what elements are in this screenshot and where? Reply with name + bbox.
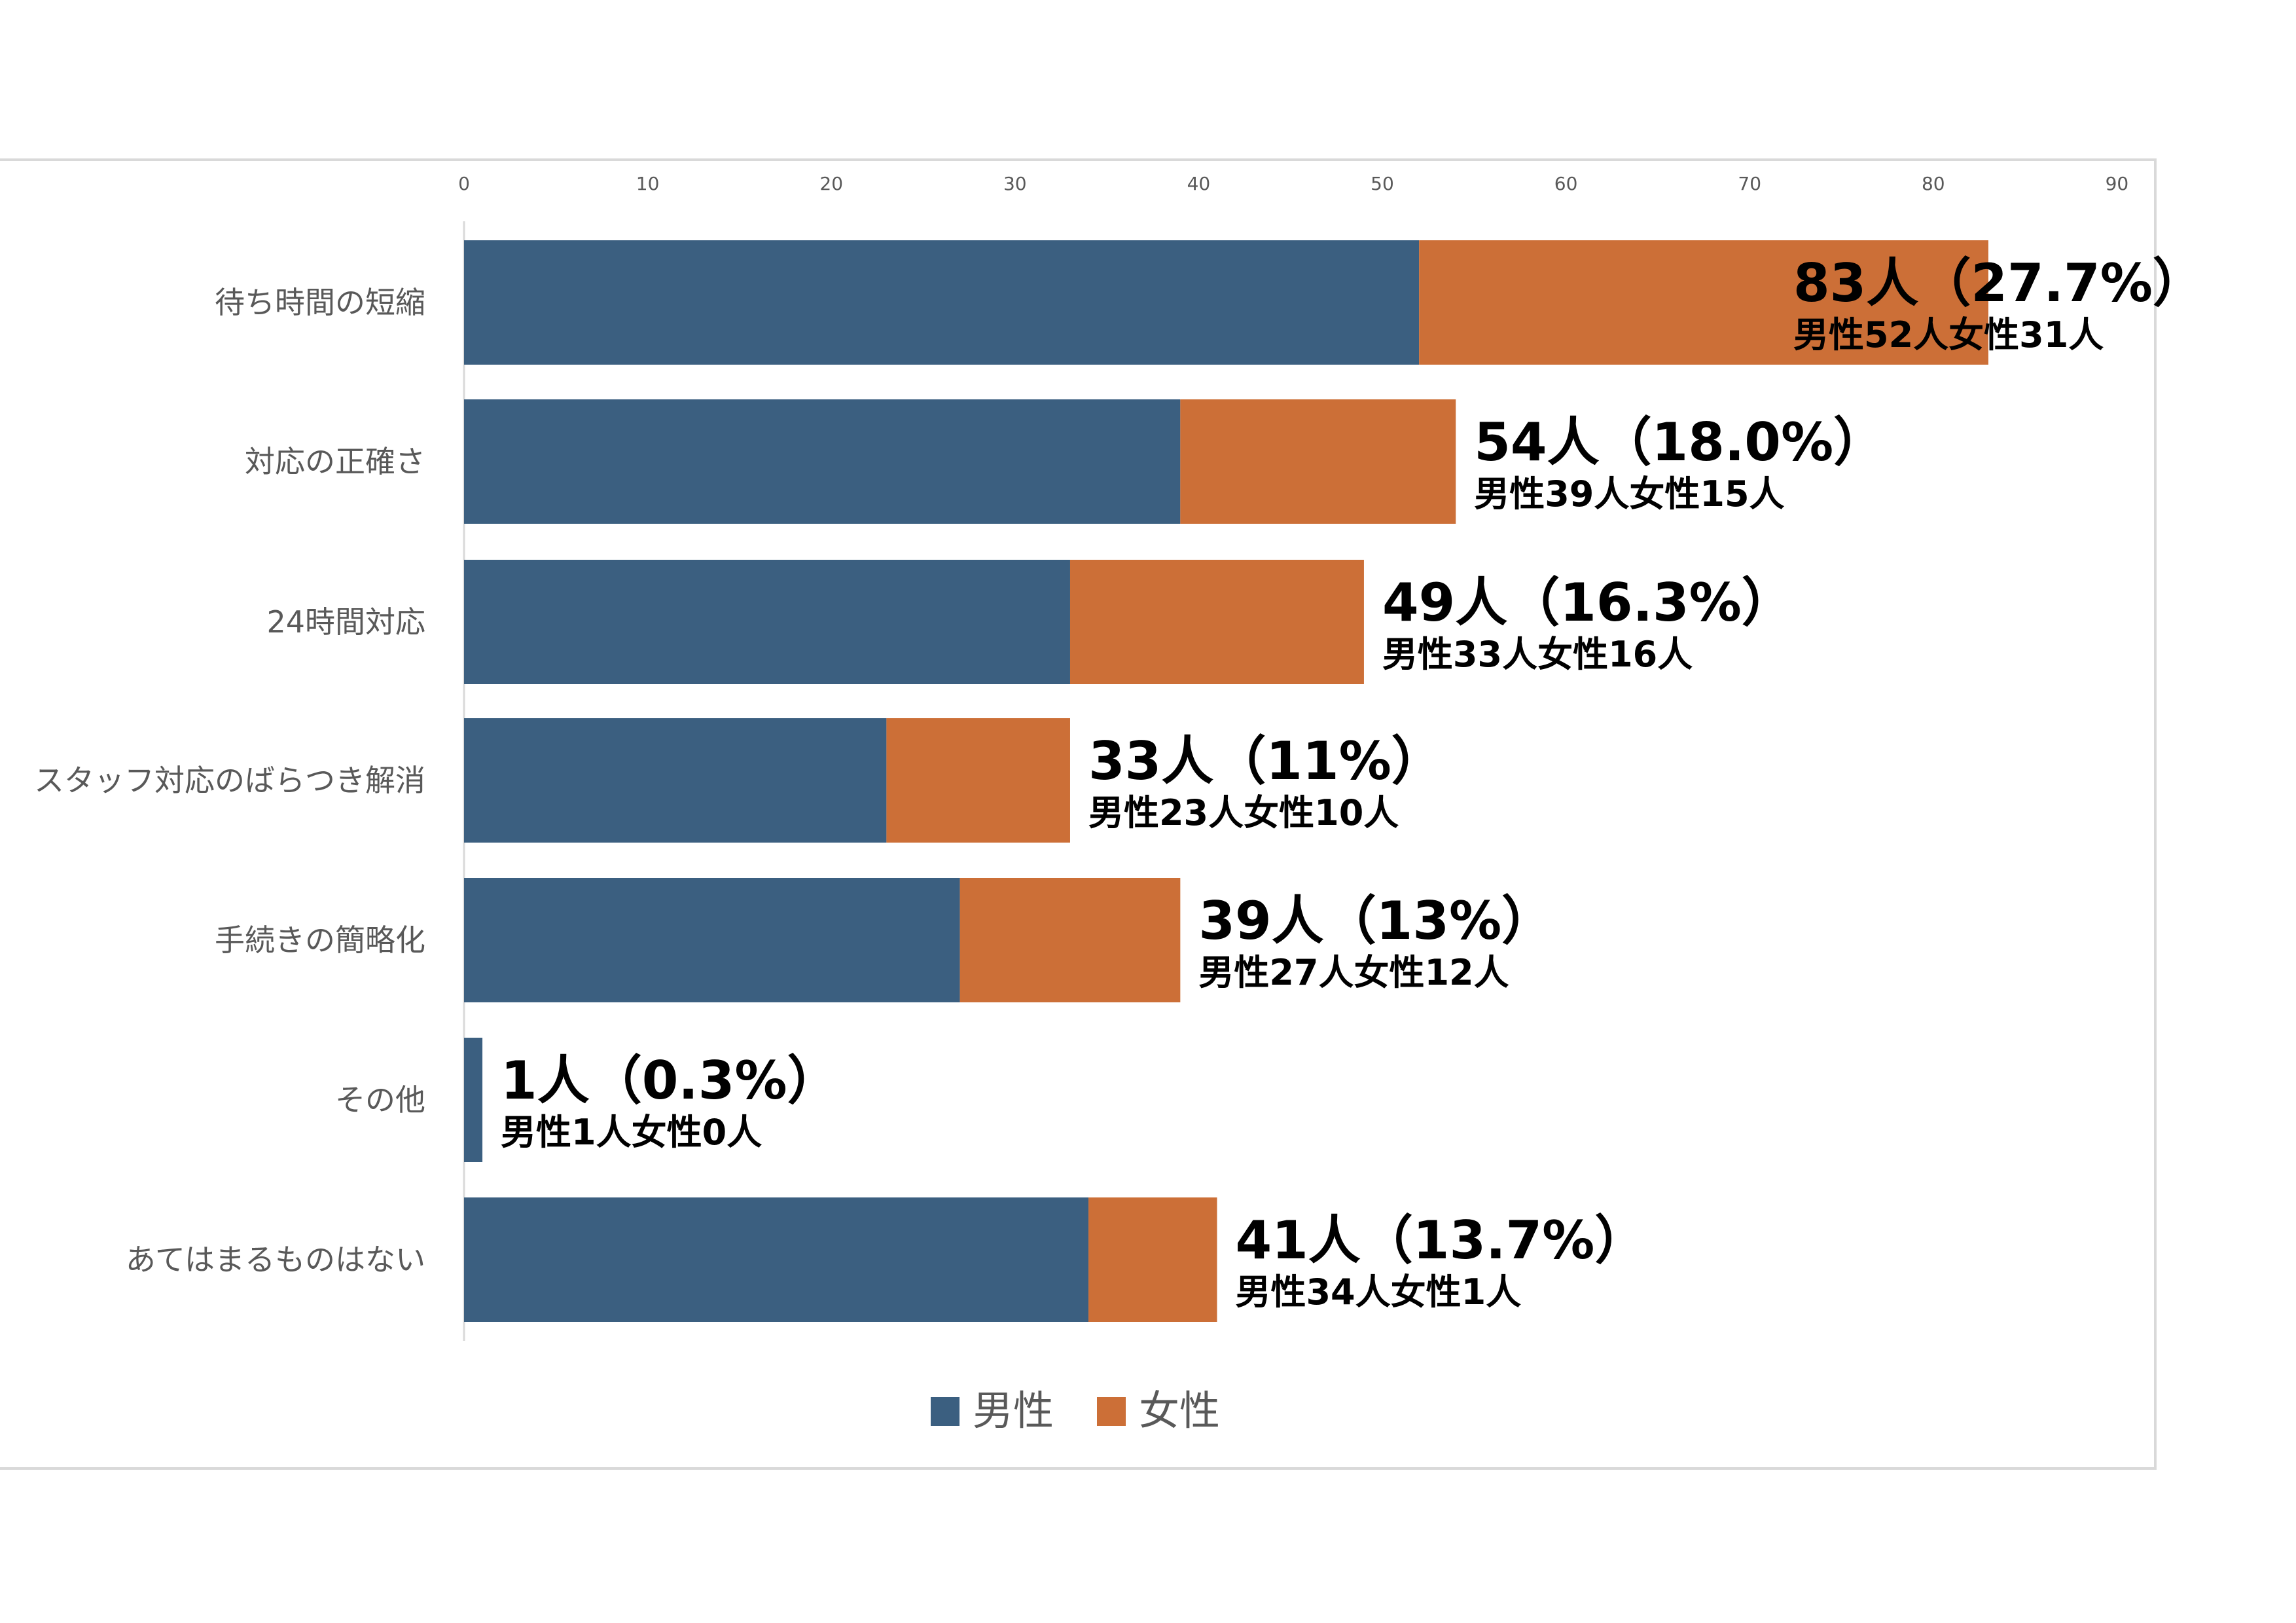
bar-female [1180, 399, 1456, 524]
x-tick-label: 0 [458, 173, 470, 194]
category-label: 対応の正確さ [245, 444, 425, 479]
legend-swatch-male [931, 1397, 960, 1426]
x-tick-label: 80 [1922, 173, 1945, 194]
category-label: スタッフ対応のばらつき解消 [34, 763, 425, 798]
x-tick-label: 10 [636, 173, 660, 194]
bar-female [1069, 560, 1364, 684]
category-label: 24時間対応 [266, 604, 425, 640]
bar-male [464, 399, 1181, 524]
data-label-breakdown: 男性34人女性1人 [1235, 1271, 1521, 1313]
data-label-breakdown: 男性1人女性0人 [501, 1112, 762, 1153]
category-label: 待ち時間の短縮 [215, 285, 425, 320]
bar-female [960, 878, 1181, 1002]
data-label-total: 39人（13%） [1198, 890, 1554, 951]
bar-female [1088, 1197, 1217, 1322]
bar-male [464, 878, 960, 1002]
data-label-total: 54人（18.0%） [1474, 412, 1886, 473]
data-label-breakdown: 男性33人女性16人 [1382, 634, 1693, 675]
category-label: 手続きの簡略化 [215, 922, 425, 958]
bar-male [464, 560, 1070, 684]
data-label-total: 49人（16.3%） [1382, 572, 1794, 633]
bar-male [464, 1197, 1089, 1322]
x-tick-label: 20 [819, 173, 843, 194]
labels-layer: 83人（27.7%）男性52人女性31人 54人（18.0%）男性39人女性15人… [501, 253, 2205, 1313]
x-tick-label: 70 [1738, 173, 1761, 194]
data-label-breakdown: 男性39人女性15人 [1474, 473, 1784, 515]
bar-male [464, 718, 887, 843]
legend-label-male: 男性 [973, 1387, 1054, 1434]
bar-female [886, 718, 1070, 843]
x-tick-label: 50 [1371, 173, 1394, 194]
data-label-total: 1人（0.3%） [501, 1050, 840, 1111]
data-label-total: 41人（13.7%） [1235, 1210, 1647, 1271]
legend: 男性 女性 [931, 1387, 1220, 1434]
legend-label-female: 女性 [1139, 1387, 1220, 1434]
category-label: あてはまるものはない [126, 1242, 425, 1277]
data-label-breakdown: 男性23人女性10人 [1088, 792, 1399, 833]
legend-swatch-female [1097, 1397, 1126, 1426]
bar-male [464, 240, 1420, 365]
category-label: その他 [335, 1082, 425, 1118]
data-label-breakdown: 男性52人女性31人 [1793, 314, 2104, 356]
bars-layer [464, 240, 1988, 1322]
data-label-total: 83人（27.7%） [1793, 253, 2205, 314]
x-tick-label: 60 [1554, 173, 1578, 194]
data-label-total: 33人（11%） [1088, 731, 1444, 792]
bar-female [1419, 240, 1988, 365]
x-tick-label: 40 [1187, 173, 1211, 194]
x-tick-label: 90 [2106, 173, 2129, 194]
data-label-breakdown: 男性27人女性12人 [1198, 952, 1509, 993]
bar-male [464, 1038, 483, 1162]
x-tick-label: 30 [1003, 173, 1027, 194]
